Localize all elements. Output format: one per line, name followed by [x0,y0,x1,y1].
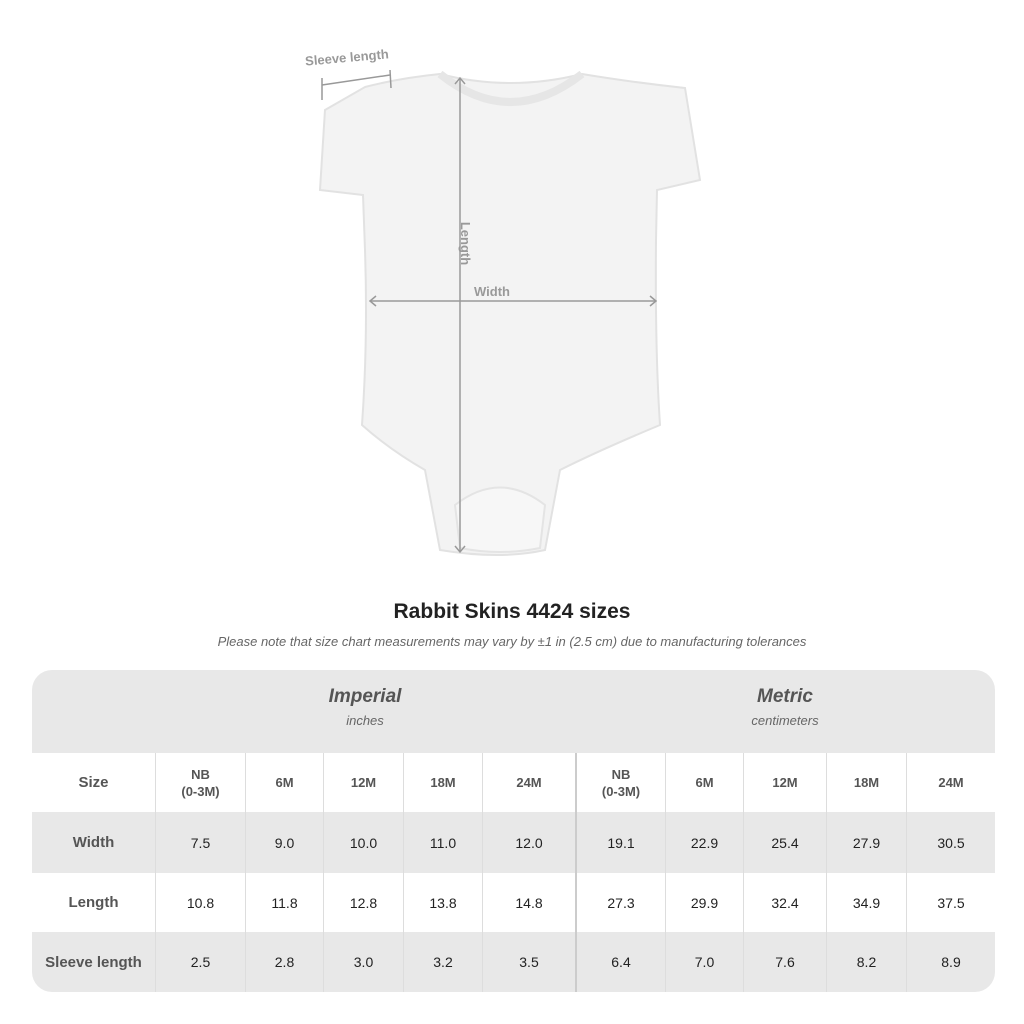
table-cell: 9.0 [245,812,323,873]
size-column-header: NB (0-3M) [575,753,665,812]
length-arrow-bottom [454,545,466,554]
table-cell: 29.9 [665,873,743,932]
table-cell: 7.6 [743,932,826,992]
table-cell: 14.8 [482,873,575,932]
table-cell: 2.8 [245,932,323,992]
table-cell: 8.2 [826,932,906,992]
table-cell: 6.4 [575,932,665,992]
table-cell: 8.9 [906,932,995,992]
table-cell: 3.2 [403,932,482,992]
table-cell: 25.4 [743,812,826,873]
table-cell: 12.8 [323,873,403,932]
group-name: Metric [757,686,813,707]
width-arrow-right [649,295,658,307]
table-cell: 10.8 [155,873,245,932]
size-column-header: 12M [323,753,403,812]
group-metric: Metric centimeters [575,686,995,728]
row-label: Sleeve length [45,953,142,971]
length-label: Length [458,221,474,266]
group-unit: inches [346,713,384,728]
row-label: Width [72,834,115,851]
table-cell: 22.9 [665,812,743,873]
table-cell: 11.8 [245,873,323,932]
size-header-row: Size NB (0-3M) 6M 12M 18M 24M NB (0-3M) 6M 12M 18… [32,753,995,812]
table-cell: 32.4 [743,873,826,932]
table-cell: 30.5 [906,812,995,873]
length-arrow-top [454,76,466,85]
table-row: Sleeve length 2.5 2.8 3.0 3.2 3.5 6.4 7.0 7.6 8.2… [32,932,995,992]
group-name: Imperial [328,686,402,707]
size-column-header: 18M [403,753,482,812]
table-group-header: Imperial inches Metric centimeters [32,670,995,753]
size-column-header: 12M [743,753,826,812]
table-cell: 2.5 [155,932,245,992]
onesie-diagram [318,69,702,556]
onesie-shape [318,72,702,556]
table-cell: 11.0 [403,812,482,873]
table-row: Width 7.5 9.0 10.0 11.0 12.0 19.1 22.9 25.4 27.9 3… [32,812,995,873]
size-column-header: 24M [906,753,995,812]
size-header-label: Size [78,774,109,791]
size-table: Imperial inches Metric centimeters Size N… [32,670,995,992]
sleeve-line [321,74,391,86]
size-column-header: 6M [245,753,323,812]
table-cell: 37.5 [906,873,995,932]
size-column-header: 18M [826,753,906,812]
table-cell: 7.5 [155,812,245,873]
size-column-header: 6M [665,753,743,812]
onesie-collar [437,70,585,106]
table-cell: 7.0 [665,932,743,992]
table-cell: 13.8 [403,873,482,932]
group-unit: centimeters [751,713,819,728]
size-column-header: 24M [482,753,575,812]
table-row: Length 10.8 11.8 12.8 13.8 14.8 27.3 29.9 32.4 34… [32,873,995,932]
table-cell: 10.0 [323,812,403,873]
sleeve-tick-right [389,69,392,89]
table-cell: 34.9 [826,873,906,932]
row-label: Length [68,894,119,911]
table-cell: 27.9 [826,812,906,873]
onesie-snap-flap [453,486,547,553]
chart-title: Rabbit Skins 4424 sizes [393,600,631,623]
width-label: Width [474,284,510,299]
size-column-header: NB (0-3M) [155,753,245,812]
group-imperial: Imperial inches [155,686,575,728]
width-arrow-left [368,295,377,307]
table-cell: 3.5 [482,932,575,992]
table-cell: 3.0 [323,932,403,992]
tolerance-note: Please note that size chart measurements… [217,634,807,649]
table-cell: 19.1 [575,812,665,873]
table-cell: 12.0 [482,812,575,873]
table-cell: 27.3 [575,873,665,932]
